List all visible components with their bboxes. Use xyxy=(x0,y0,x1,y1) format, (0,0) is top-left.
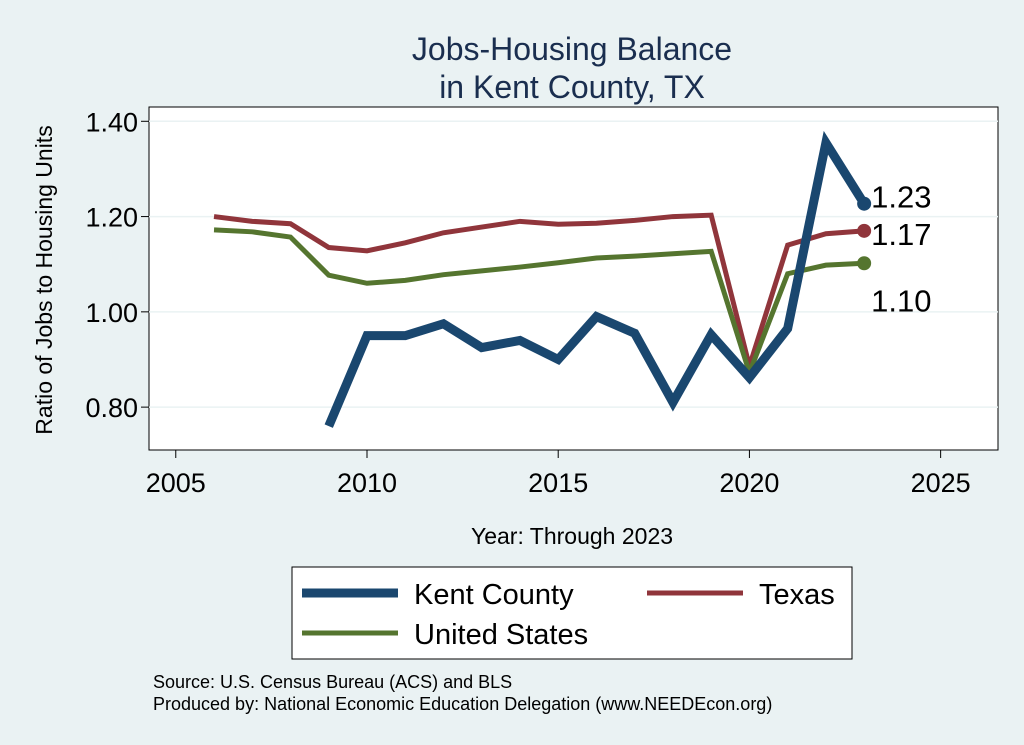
y-tick-label: 1.40 xyxy=(85,107,138,137)
end-point-united-states xyxy=(857,256,872,271)
end-label-kent-county: 1.23 xyxy=(871,180,931,215)
y-tick-label: 1.00 xyxy=(85,298,138,328)
end-point-kent-county xyxy=(857,196,872,211)
legend-box xyxy=(291,566,853,660)
end-labels: 1.231.17 1.10 xyxy=(857,180,931,318)
x-tick-label: 2015 xyxy=(528,468,588,498)
x-tick-label: 2005 xyxy=(146,468,206,498)
plot-area xyxy=(148,106,999,451)
y-tick-label: 0.80 xyxy=(85,393,138,423)
series-line-kent-county xyxy=(324,130,868,428)
series-layer xyxy=(213,130,868,428)
producer-note: Produced by: National Economic Education… xyxy=(153,694,772,714)
series-line-united-states xyxy=(213,227,865,381)
x-axis-label: Year: Through 2023 xyxy=(471,523,673,549)
legend-label-united-states: United States xyxy=(414,619,588,651)
x-tick-label: 2025 xyxy=(911,468,971,498)
end-point-texas xyxy=(857,223,872,238)
y-tick-label: 1.20 xyxy=(85,203,138,233)
legend-label-kent-county: Kent County xyxy=(414,579,574,611)
end-label-texas: 1.17 xyxy=(871,217,931,252)
grid xyxy=(149,120,998,408)
end-label-united-states: 1.10 xyxy=(871,283,931,318)
axes: 0.80 1.00 1.20 1.40 2005 2010 2015 2020 2025 xyxy=(85,107,970,498)
x-tick-label: 2020 xyxy=(719,468,779,498)
source-note: Source: U.S. Census Bureau (ACS) and BLS xyxy=(153,672,512,692)
chart-title-line-2: in Kent County, TX xyxy=(439,69,705,105)
series-line-texas xyxy=(213,212,865,376)
legend: Kent County Texas United States xyxy=(291,566,853,660)
x-tick-label: 2010 xyxy=(337,468,397,498)
chart-title-line-1: Jobs-Housing Balance xyxy=(412,31,732,67)
y-axis-label: Ratio of Jobs to Housing Units xyxy=(31,125,57,434)
legend-label-texas: Texas xyxy=(759,579,835,611)
